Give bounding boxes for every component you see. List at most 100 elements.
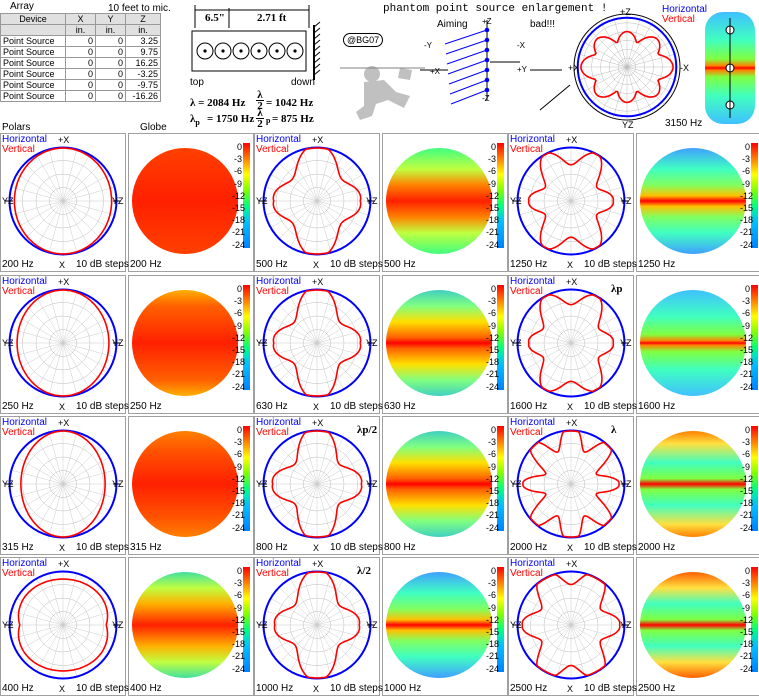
polar-grid-spoke — [48, 483, 64, 537]
polar-grid-spoke — [524, 624, 572, 653]
aim-dot — [484, 27, 490, 33]
polar-grid-spoke — [48, 431, 64, 485]
globe-freq-label: 1600 Hz — [638, 401, 676, 412]
scale-tick-label: 0 — [490, 142, 496, 152]
polar-grid-spoke — [570, 624, 599, 672]
enl-grid-spoke — [575, 53, 628, 68]
polar-grid-spoke — [532, 304, 572, 344]
scale-tick-label: -18 — [740, 639, 754, 650]
polar-grid-spoke — [35, 578, 64, 626]
polar-grid-spoke — [62, 597, 110, 626]
scale-tick-label: -9 — [487, 602, 496, 613]
polar-grid-spoke — [524, 200, 572, 229]
polar-freq-label: 2500 Hz — [510, 683, 548, 694]
polar-grid-spoke — [316, 315, 364, 344]
scale-tick-label: -21 — [486, 227, 500, 238]
axis-x-label: X — [313, 684, 320, 694]
steps-label: 10 dB steps — [330, 401, 383, 412]
polar-grid-spoke — [524, 483, 572, 512]
polar-grid-spoke — [316, 624, 345, 672]
polar-grid-spoke — [62, 624, 91, 672]
polar-grid-spoke — [16, 173, 64, 202]
polar-grid-spoke — [289, 437, 318, 485]
aim-dot — [484, 57, 490, 63]
polar-grid-spoke — [10, 610, 64, 626]
polar-grid-spoke — [278, 483, 318, 523]
scale-tick-label: -18 — [740, 215, 754, 226]
scale-tick-label: -18 — [740, 498, 754, 509]
polar-grid-spoke — [316, 431, 332, 485]
scale-tick-label: -21 — [232, 369, 246, 380]
polar-grid-spoke — [316, 445, 356, 485]
fraction-den-2: 2 — [257, 100, 263, 112]
legend-horizontal: Horizontal — [256, 417, 302, 428]
scale-tick-label: -24 — [232, 239, 246, 250]
legend-vertical: Vertical — [510, 427, 543, 438]
enl-yz-label: YZ — [622, 120, 634, 130]
polar-grid-spoke — [316, 290, 332, 344]
scale-tick-label: -9 — [741, 320, 750, 331]
polar-grid-spoke — [316, 624, 332, 678]
lambda-eq: λ = 2084 Hz — [190, 97, 246, 109]
table-row: Point Source 0 0 16.25 — [0, 57, 161, 69]
axis-px-label: +X — [312, 559, 324, 569]
polar-freq-label: 1250 Hz — [510, 259, 548, 270]
polar-grid-spoke — [270, 597, 318, 626]
legend-horizontal: Horizontal — [510, 417, 556, 428]
polar-grid-spoke — [10, 200, 64, 216]
polar-grid-spoke — [518, 342, 572, 358]
color-scale — [751, 143, 758, 248]
scale-tick-label: 0 — [744, 142, 750, 152]
axis-right-yz-label: YZ — [620, 620, 632, 630]
scale-tick-label: -15 — [486, 627, 500, 637]
polar-grid-spoke — [48, 200, 64, 254]
axis-px-label: +X — [58, 135, 70, 145]
scale-tick-label: 0 — [236, 566, 242, 576]
polar-grid-spoke — [556, 483, 572, 537]
polar-grid-spoke — [316, 469, 370, 485]
aim-line — [445, 39, 488, 55]
scale-tick-label: -6 — [487, 166, 496, 177]
scale-tick-label: -24 — [740, 663, 754, 674]
polar-grid-spoke — [278, 624, 318, 664]
polar-grid-spoke — [10, 186, 64, 202]
polar-grid-spoke — [316, 624, 370, 640]
axis-px-label: +X — [566, 277, 578, 287]
color-scale — [751, 426, 758, 531]
globe-disc — [640, 431, 746, 537]
polar-grid-spoke — [289, 483, 318, 531]
polar-grid-spoke — [16, 342, 64, 371]
polar-grid-spoke — [316, 342, 356, 382]
globe-disc — [132, 148, 238, 254]
axis-left-yz-label: YZ — [510, 338, 522, 348]
polar-grid-spoke — [302, 200, 318, 254]
polar-grid-spoke — [48, 624, 64, 678]
legend-vertical: Vertical — [2, 427, 35, 438]
polar-grid-spoke — [570, 315, 618, 344]
scale-tick-label: -9 — [741, 461, 750, 472]
scale-tick-label: -3 — [233, 296, 242, 307]
vertical-curve — [273, 571, 361, 679]
scale-tick-label: -3 — [741, 154, 750, 165]
polar-grid-spoke — [302, 431, 318, 485]
scale-tick-label: -3 — [233, 578, 242, 589]
color-scale — [243, 285, 250, 390]
enl-grid-spoke — [600, 20, 628, 68]
scale-tick-label: 0 — [236, 142, 242, 152]
legend-horizontal: Horizontal — [2, 276, 48, 287]
axis-x-label: X — [567, 402, 574, 412]
polar-grid-spoke — [278, 162, 318, 202]
vertical-curve — [272, 289, 362, 397]
polar-grid-spoke — [518, 328, 572, 344]
polar-grid-spoke — [316, 342, 370, 358]
globe-disc — [386, 572, 492, 678]
polar-grid-spoke — [62, 342, 110, 371]
color-scale — [497, 143, 504, 248]
polar-grid-spoke — [62, 342, 78, 396]
scale-tick-label: -24 — [232, 522, 246, 533]
aim-line — [447, 59, 488, 75]
polar-grid-spoke — [570, 624, 610, 664]
legend-horizontal: Horizontal — [2, 417, 48, 428]
wall-hatch — [313, 51, 321, 58]
axis-left-yz-label: YZ — [510, 479, 522, 489]
